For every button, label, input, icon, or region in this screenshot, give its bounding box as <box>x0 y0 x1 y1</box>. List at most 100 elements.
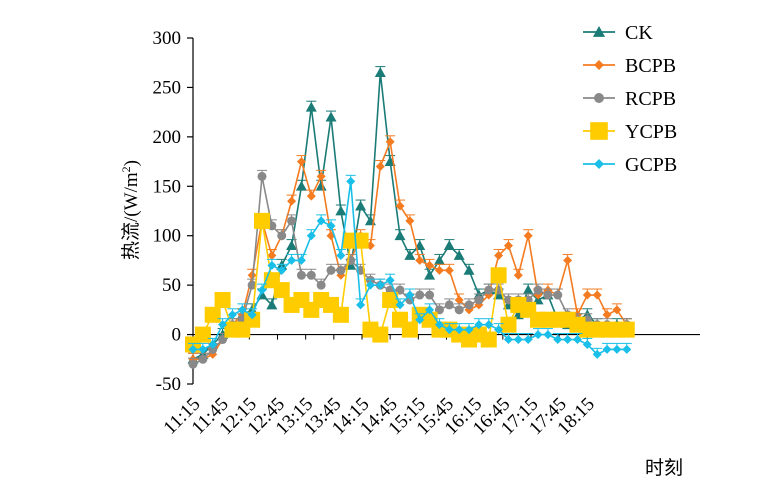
data-point-ck <box>433 254 445 265</box>
data-point-gcpb <box>602 344 612 354</box>
data-point-ck <box>394 230 406 241</box>
legend-marker-ck <box>592 25 606 37</box>
y-axis-label-sup: 2 <box>119 166 133 172</box>
data-point-bcpb <box>602 310 612 320</box>
data-point-ck <box>463 264 475 275</box>
data-point-gcpb <box>365 280 375 290</box>
data-point-gcpb <box>415 315 425 325</box>
data-point-bcpb <box>385 137 395 147</box>
data-point-bcpb <box>513 270 523 280</box>
data-point-gcpb <box>277 265 287 275</box>
data-point-gcpb <box>395 300 405 310</box>
data-point-ycpb <box>194 326 211 343</box>
data-point-rcpb <box>484 285 494 295</box>
data-point-rcpb <box>425 290 435 300</box>
data-point-rcpb <box>198 354 208 364</box>
y-tick-label: 0 <box>172 325 182 346</box>
legend-marker-ycpb <box>590 122 608 140</box>
data-point-bcpb <box>434 265 444 275</box>
data-point-gcpb <box>336 250 346 260</box>
data-point-ycpb <box>401 321 418 338</box>
data-point-ycpb <box>382 291 399 308</box>
data-point-gcpb <box>444 325 454 335</box>
data-point-ycpb <box>273 282 290 299</box>
data-point-gcpb <box>296 255 306 265</box>
data-point-rcpb <box>533 285 543 295</box>
data-point-bcpb <box>444 265 454 275</box>
legend-marker-bcpb <box>594 60 604 70</box>
data-point-ycpb <box>204 306 221 323</box>
data-point-rcpb <box>454 305 464 315</box>
data-point-gcpb <box>198 344 208 354</box>
data-point-rcpb <box>247 280 257 290</box>
data-point-rcpb <box>208 344 218 354</box>
data-point-rcpb <box>188 359 198 369</box>
data-point-gcpb <box>425 305 435 315</box>
data-point-ck <box>295 180 307 191</box>
data-point-gcpb <box>612 344 622 354</box>
data-point-bcpb <box>454 295 464 305</box>
legend-label-bcpb: BCPB <box>625 55 676 77</box>
data-point-ck <box>355 200 367 211</box>
legend-label-ycpb: YCPB <box>625 121 677 143</box>
data-point-rcpb <box>257 171 267 181</box>
y-tick-label: 100 <box>153 226 182 247</box>
data-point-gcpb <box>326 221 336 231</box>
data-point-gcpb <box>247 310 257 320</box>
svg-text:热流/(W/m2): 热流/(W/m2) <box>119 160 142 260</box>
legend-label-ck: CK <box>625 22 653 44</box>
data-point-rcpb <box>316 280 326 290</box>
data-point-gcpb <box>503 335 513 345</box>
data-point-gcpb <box>474 320 484 330</box>
data-point-bcpb <box>425 260 435 270</box>
y-tick-label: 200 <box>153 127 182 148</box>
x-axis-label: 时刻 <box>645 457 683 479</box>
data-point-bcpb <box>494 250 504 260</box>
data-point-bcpb <box>287 196 297 206</box>
data-point-rcpb <box>306 270 316 280</box>
data-point-ck <box>305 101 317 112</box>
data-point-bcpb <box>582 290 592 300</box>
data-point-bcpb <box>267 250 277 260</box>
data-point-gcpb <box>385 275 395 285</box>
data-point-ycpb <box>618 321 635 338</box>
legend-label-rcpb: RCPB <box>625 88 676 110</box>
data-point-rcpb <box>326 265 336 275</box>
data-point-gcpb <box>316 216 326 226</box>
data-point-gcpb <box>267 260 277 270</box>
data-point-bcpb <box>503 241 513 251</box>
data-point-rcpb <box>296 270 306 280</box>
data-point-gcpb <box>464 325 474 335</box>
data-point-ycpb <box>480 331 497 348</box>
data-point-gcpb <box>346 176 356 186</box>
plot-area: 300250200150100500-5011:1511:4512:1512:4… <box>153 28 700 439</box>
y-axis-label-close: ) <box>121 160 142 166</box>
data-point-ycpb <box>352 232 369 249</box>
data-point-gcpb <box>563 335 573 345</box>
data-point-ck <box>443 240 455 250</box>
data-point-bcpb <box>247 270 257 280</box>
data-point-rcpb <box>336 265 346 275</box>
data-point-gcpb <box>592 349 602 359</box>
data-point-ycpb <box>332 306 349 323</box>
data-point-bcpb <box>375 162 385 172</box>
data-point-ycpb <box>372 326 389 343</box>
data-point-gcpb <box>582 339 592 349</box>
data-point-ycpb <box>244 311 261 328</box>
legend-marker-gcpb <box>594 159 604 169</box>
data-point-ycpb <box>500 316 517 333</box>
y-tick-label: 300 <box>153 28 182 49</box>
data-point-ck <box>404 249 416 260</box>
data-point-gcpb <box>375 280 385 290</box>
data-point-ycpb <box>254 212 271 229</box>
data-point-rcpb <box>287 216 297 226</box>
data-point-rcpb <box>277 231 287 241</box>
data-point-ck <box>424 269 436 280</box>
data-point-bcpb <box>563 255 573 265</box>
y-tick-label: 250 <box>153 77 182 98</box>
data-point-gcpb <box>257 285 267 295</box>
data-point-gcpb <box>533 330 543 340</box>
data-point-rcpb <box>553 290 563 300</box>
